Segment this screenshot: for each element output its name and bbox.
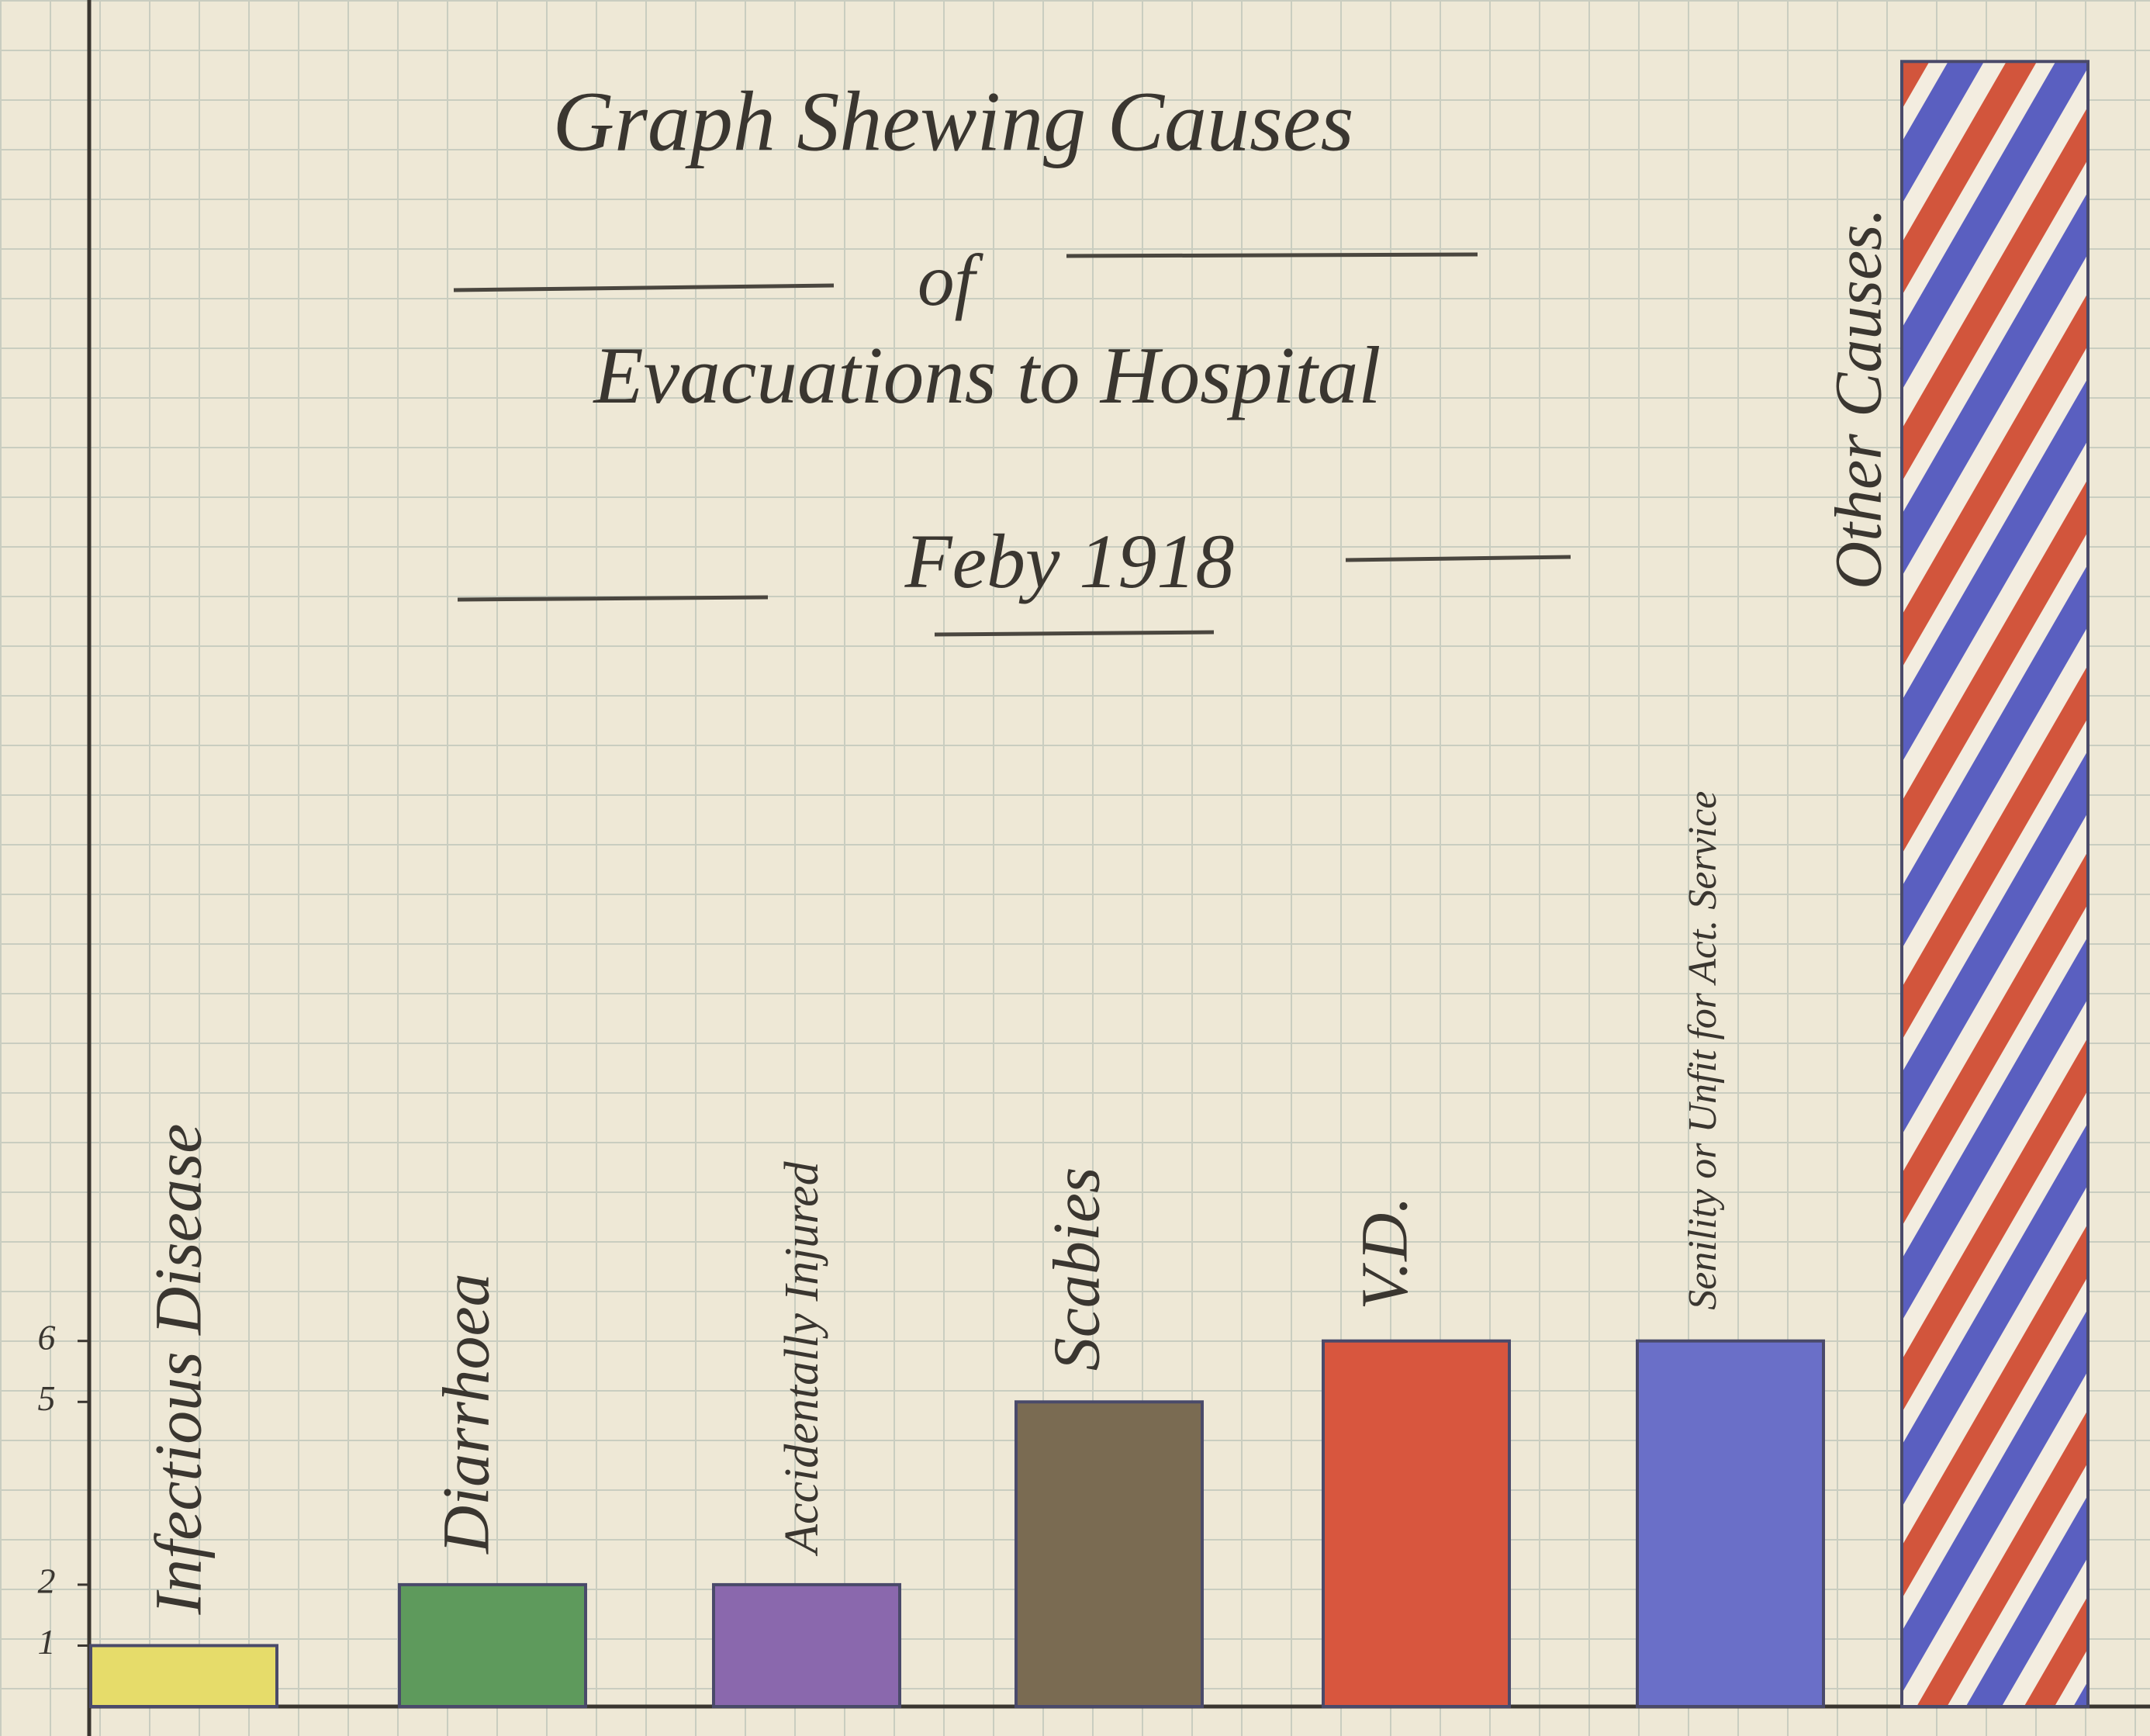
y-tick-label: 2 xyxy=(38,1561,56,1600)
y-tick-label: 6 xyxy=(38,1317,56,1357)
bar xyxy=(714,1585,900,1707)
x-tick-label: Senility or Unfit for Act. Service xyxy=(1681,791,1725,1310)
chart-title: Graph Shewing Causes xyxy=(553,74,1354,168)
chart-title: Feby 1918 xyxy=(904,518,1235,604)
bar xyxy=(1016,1402,1202,1707)
bar xyxy=(91,1645,277,1707)
title-rule xyxy=(1346,557,1571,560)
chart: Graph Shewing Causes of Evacuations to Hos… xyxy=(0,0,2150,1736)
x-tick-label: V.D. xyxy=(1347,1196,1422,1310)
title-rule xyxy=(454,285,834,290)
x-tick-label: Other Causes. xyxy=(1821,208,1896,590)
bar xyxy=(399,1585,586,1707)
y-tick-label: 5 xyxy=(38,1378,56,1418)
bar xyxy=(1902,61,2088,1707)
y-tick-label: 1 xyxy=(38,1622,56,1662)
x-tick-label: Infectious Disease xyxy=(141,1124,216,1616)
bar xyxy=(1323,1341,1509,1707)
chart-title: of xyxy=(918,239,984,321)
page: Graph Shewing Causes of Evacuations to Hos… xyxy=(0,0,2150,1736)
x-tick-label: Accidentally Injured xyxy=(776,1160,828,1557)
title-rule xyxy=(935,632,1214,635)
title-rule xyxy=(458,597,768,600)
x-tick-label: Diarrhoea xyxy=(429,1273,503,1554)
x-tick-label: Scabies xyxy=(1039,1167,1114,1371)
title-rule xyxy=(1066,254,1478,256)
chart-title: Evacuations to Hospital xyxy=(593,330,1381,420)
bar xyxy=(1637,1341,1823,1707)
